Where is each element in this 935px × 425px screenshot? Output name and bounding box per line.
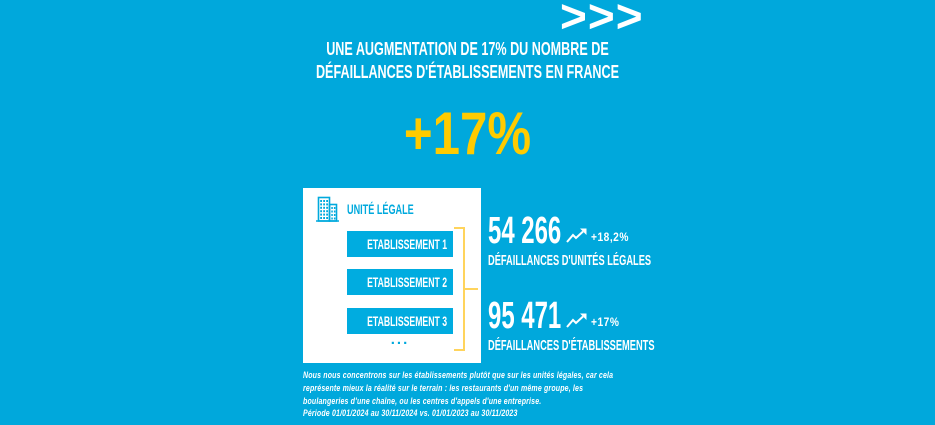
stat-value-etablissements: 95 471: [488, 295, 562, 337]
establishment-1-box: ETABLISSEMENT 1: [347, 231, 453, 257]
establishment-2-box: ETABLISSEMENT 2: [347, 269, 453, 295]
ellipsis-more-indicator: ...: [390, 331, 410, 348]
stat-value-unites-legales: 54 266: [488, 210, 562, 252]
stat-delta-etablissements: +17%: [591, 315, 620, 329]
establishment-2-label: ETABLISSEMENT 2: [367, 274, 448, 290]
stat-delta-unites-legales: +18,2%: [591, 230, 629, 244]
trending-up-icon: [566, 313, 587, 328]
headline-percentage: +17%: [403, 100, 532, 167]
card-title: UNITÉ LÉGALE: [347, 201, 414, 217]
footnote: Nous nous concentrons sur les établissem…: [303, 370, 614, 406]
title-line-2: DÉFAILLANCES D'ÉTABLISSEMENTS EN FRANCE: [315, 62, 620, 82]
chevrons-decoration: >>>: [560, 0, 644, 42]
title-line-1: UNE AUGMENTATION DE 17% DU NOMBRE DE: [326, 39, 609, 59]
trending-up-icon: [566, 228, 587, 243]
period-note: Période 01/01/2024 au 30/11/2024 vs. 01/…: [303, 408, 518, 418]
stat-label-unites-legales: DÉFAILLANCES D'UNITÉS LÉGALES: [488, 253, 652, 269]
grouping-bracket: [454, 227, 478, 351]
stat-label-etablissements: DÉFAILLANCES D'ÉTABLISSEMENTS: [488, 338, 655, 354]
buildings-icon: [316, 196, 339, 222]
card-header: UNITÉ LÉGALE: [315, 196, 450, 222]
establishment-1-label: ETABLISSEMENT 1: [367, 236, 448, 252]
establishment-3-box: ETABLISSEMENT 3: [347, 308, 453, 334]
page-title: UNE AUGMENTATION DE 17% DU NOMBRE DE DÉF…: [0, 38, 935, 84]
unite-legale-card: UNITÉ LÉGALE ETABLISSEMENT 1 ETABLISSEME…: [303, 188, 481, 363]
establishment-3-label: ETABLISSEMENT 3: [367, 313, 448, 329]
